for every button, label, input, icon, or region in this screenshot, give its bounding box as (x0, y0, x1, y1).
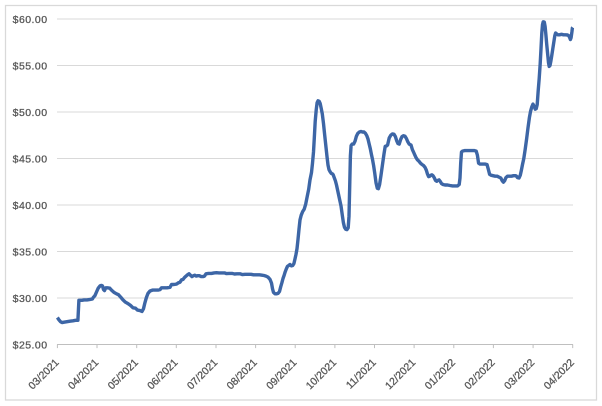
svg-text:$60.00: $60.00 (13, 14, 48, 26)
svg-text:$55.00: $55.00 (13, 61, 48, 73)
svg-text:$40.00: $40.00 (13, 200, 48, 212)
svg-text:$35.00: $35.00 (13, 247, 48, 259)
svg-text:$50.00: $50.00 (13, 107, 48, 119)
svg-text:$30.00: $30.00 (13, 293, 48, 305)
svg-text:$45.00: $45.00 (13, 154, 48, 166)
svg-text:$25.00: $25.00 (13, 340, 48, 352)
